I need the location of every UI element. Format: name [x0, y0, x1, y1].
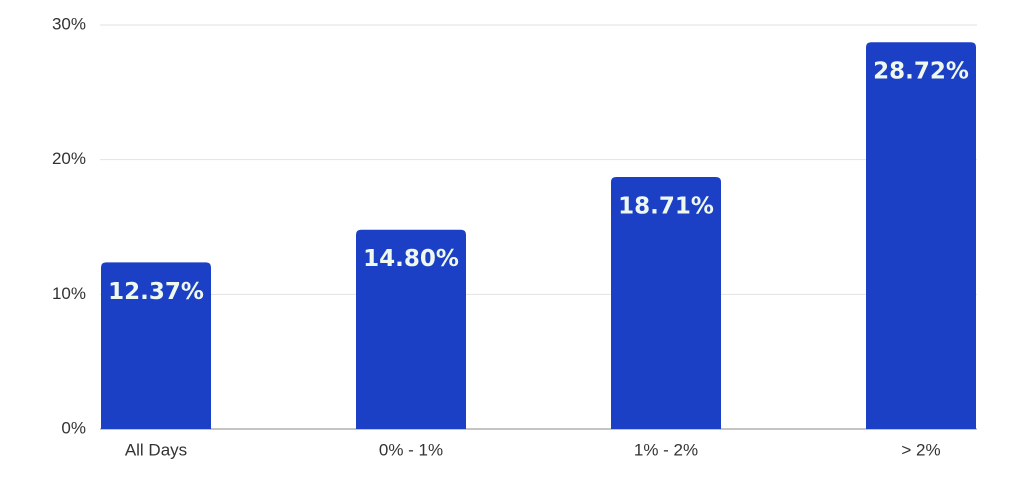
- value-label: 14.80%: [363, 246, 459, 272]
- x-tick-label: > 2%: [901, 440, 940, 459]
- y-tick-label: 30%: [52, 14, 86, 33]
- x-tick-label: 1% - 2%: [634, 440, 698, 459]
- value-label: 18.71%: [618, 194, 714, 220]
- bar: [611, 177, 721, 429]
- bar: [356, 229, 466, 429]
- y-tick-label: 0%: [61, 418, 86, 437]
- bar: [101, 262, 211, 429]
- y-tick-label: 20%: [52, 149, 86, 168]
- value-label: 12.37%: [108, 279, 204, 305]
- bar: [866, 42, 976, 429]
- x-tick-label: 0% - 1%: [379, 440, 443, 459]
- x-tick-label: All Days: [125, 440, 187, 459]
- value-label: 28.72%: [873, 59, 969, 85]
- y-tick-label: 10%: [52, 284, 86, 303]
